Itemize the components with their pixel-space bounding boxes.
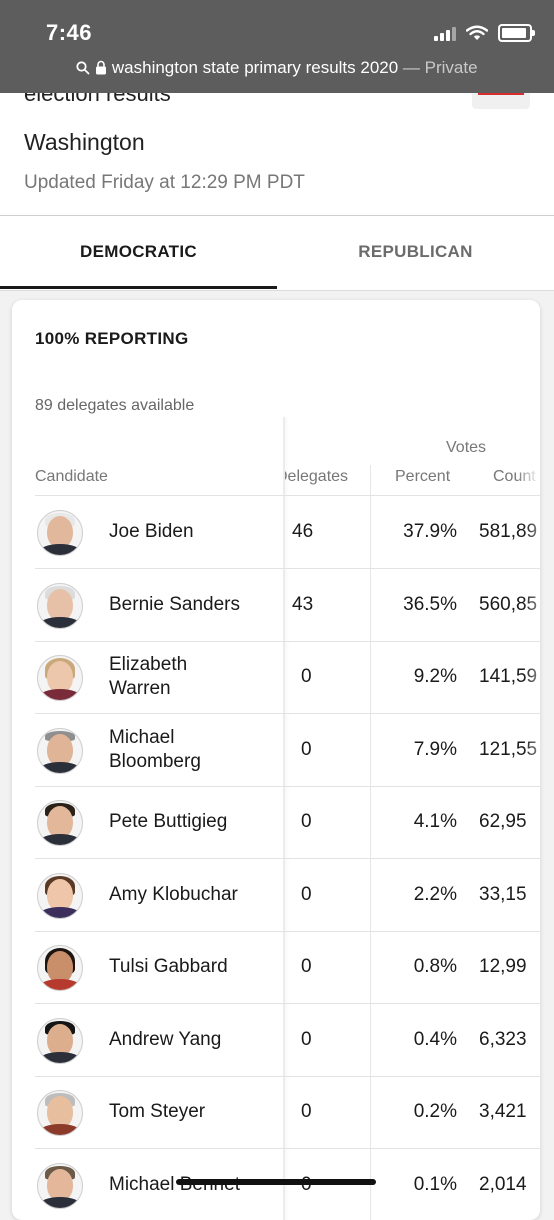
- candidate-percent: 9.2%: [413, 666, 457, 687]
- candidate-avatar: [37, 583, 83, 629]
- url-text: washington state primary results 2020: [111, 58, 399, 77]
- candidate-vote-count: 12,99: [479, 956, 527, 977]
- search-icon: [76, 61, 90, 75]
- candidate-row[interactable]: Michael Bloomberg 0 7.9% 121,55: [35, 714, 540, 787]
- reporting-status: 100% REPORTING: [35, 329, 189, 348]
- candidate-delegates: 0: [301, 666, 312, 687]
- home-indicator[interactable]: [176, 1179, 376, 1185]
- candidate-name: Bernie Sanders: [109, 594, 240, 615]
- count-column-header: Count: [493, 468, 540, 486]
- votes-group-header: Votes: [446, 439, 487, 456]
- candidate-percent: 0.1%: [413, 1174, 457, 1195]
- candidate-row[interactable]: Tom Steyer 0 0.2% 3,421: [35, 1076, 540, 1149]
- browser-top-bar: 7:46 washington state primary results 20…: [0, 0, 554, 93]
- delegates-column-label: Delegates: [285, 468, 349, 485]
- party-tabs: DEMOCRATIC REPUBLICAN: [0, 215, 554, 291]
- candidate-column-header: Candidate: [35, 468, 108, 485]
- candidate-avatar: [37, 1090, 83, 1136]
- candidate-vote-count: 141,59: [479, 666, 538, 687]
- candidate-row[interactable]: Joe Biden 46 37.9% 581,89: [35, 496, 540, 569]
- candidate-name: Pete Buttigieg: [109, 811, 228, 832]
- candidate-delegates: 0: [301, 1029, 312, 1050]
- candidate-name: Tom Steyer: [109, 1101, 206, 1122]
- state-name: Washington: [24, 129, 145, 155]
- candidate-vote-count: 2,014: [479, 1174, 527, 1195]
- tab-democratic[interactable]: DEMOCRATIC: [0, 216, 277, 289]
- candidate-vote-count: 6,323: [479, 1029, 527, 1050]
- candidate-avatar: [37, 728, 83, 774]
- candidate-percent: 36.5%: [403, 594, 457, 615]
- candidate-row[interactable]: Tulsi Gabbard 0 0.8% 12,99: [35, 931, 540, 1004]
- candidate-name: Tulsi Gabbard: [109, 956, 228, 977]
- candidate-delegates: 0: [301, 884, 312, 905]
- delegates-available: 89 delegates available: [35, 397, 195, 414]
- candidate-vote-count: 581,89: [479, 521, 538, 542]
- column-divider: [283, 417, 285, 1220]
- header-logo-box: [472, 93, 530, 109]
- candidate-percent: 4.1%: [413, 811, 457, 832]
- tab-republican[interactable]: REPUBLICAN: [358, 242, 473, 261]
- candidate-row[interactable]: Elizabeth Warren 0 9.2% 141,59: [35, 641, 540, 714]
- candidate-vote-count: 560,85: [479, 594, 538, 615]
- candidate-row[interactable]: Bernie Sanders 43 36.5% 560,85: [35, 569, 540, 642]
- candidate-vote-count: 121,55: [479, 739, 538, 760]
- status-time: 7:46: [46, 20, 93, 45]
- delegates-column-header: Delegates: [285, 468, 370, 486]
- candidate-delegates: 46: [292, 521, 314, 542]
- candidate-delegates: 0: [301, 739, 312, 760]
- candidate-name: Amy Klobuchar: [109, 884, 238, 905]
- page-header: election results Washington Updated Frid…: [0, 81, 554, 215]
- candidate-delegates: 0: [301, 1101, 312, 1122]
- private-mode-label: Private: [424, 58, 478, 77]
- candidate-name: Michael Bloomberg: [109, 727, 201, 772]
- candidate-delegates: 0: [301, 811, 312, 832]
- candidate-avatar: [37, 1163, 83, 1209]
- percent-column-header: Percent: [395, 468, 451, 485]
- candidate-name: Joe Biden: [109, 521, 194, 542]
- candidate-vote-count: 33,15: [479, 884, 527, 905]
- candidate-percent: 2.2%: [413, 884, 457, 905]
- candidate-avatar: [37, 510, 83, 556]
- candidate-percent: 0.4%: [413, 1029, 457, 1050]
- wifi-icon: [466, 25, 488, 40]
- candidate-vote-count: 62,95: [479, 811, 527, 832]
- candidate-percent: 0.8%: [413, 956, 457, 977]
- candidate-delegates: 43: [292, 594, 314, 615]
- candidate-row[interactable]: Amy Klobuchar 0 2.2% 33,15: [35, 859, 540, 932]
- url-bar[interactable]: washington state primary results 2020 — …: [0, 58, 554, 78]
- system-icons: [434, 22, 535, 44]
- header-divider: [35, 495, 540, 496]
- candidate-avatar: [37, 1018, 83, 1064]
- candidate-vote-count: 3,421: [479, 1101, 527, 1122]
- candidate-avatar: [37, 800, 83, 846]
- candidate-percent: 7.9%: [413, 739, 457, 760]
- candidate-percent: 37.9%: [403, 521, 457, 542]
- candidate-percent: 0.2%: [413, 1101, 457, 1122]
- candidate-name: Elizabeth Warren: [109, 654, 188, 699]
- candidate-row[interactable]: Andrew Yang 0 0.4% 6,323: [35, 1004, 540, 1077]
- battery-icon: [498, 24, 535, 42]
- lock-icon: [96, 60, 107, 75]
- count-column-label: Count: [493, 468, 536, 485]
- candidate-delegates: 0: [301, 956, 312, 977]
- results-card: 100% REPORTING 89 delegates available Vo…: [12, 300, 540, 1220]
- candidate-avatar: [37, 873, 83, 919]
- candidate-avatar: [37, 945, 83, 991]
- url-separator: —: [398, 58, 425, 77]
- candidate-avatar: [37, 655, 83, 701]
- candidate-row[interactable]: Pete Buttigieg 0 4.1% 62,95: [35, 786, 540, 859]
- cellular-signal-icon: [434, 25, 456, 41]
- column-divider: [370, 465, 371, 1220]
- candidate-name: Andrew Yang: [109, 1029, 222, 1050]
- updated-timestamp: Updated Friday at 12:29 PM PDT: [24, 172, 305, 193]
